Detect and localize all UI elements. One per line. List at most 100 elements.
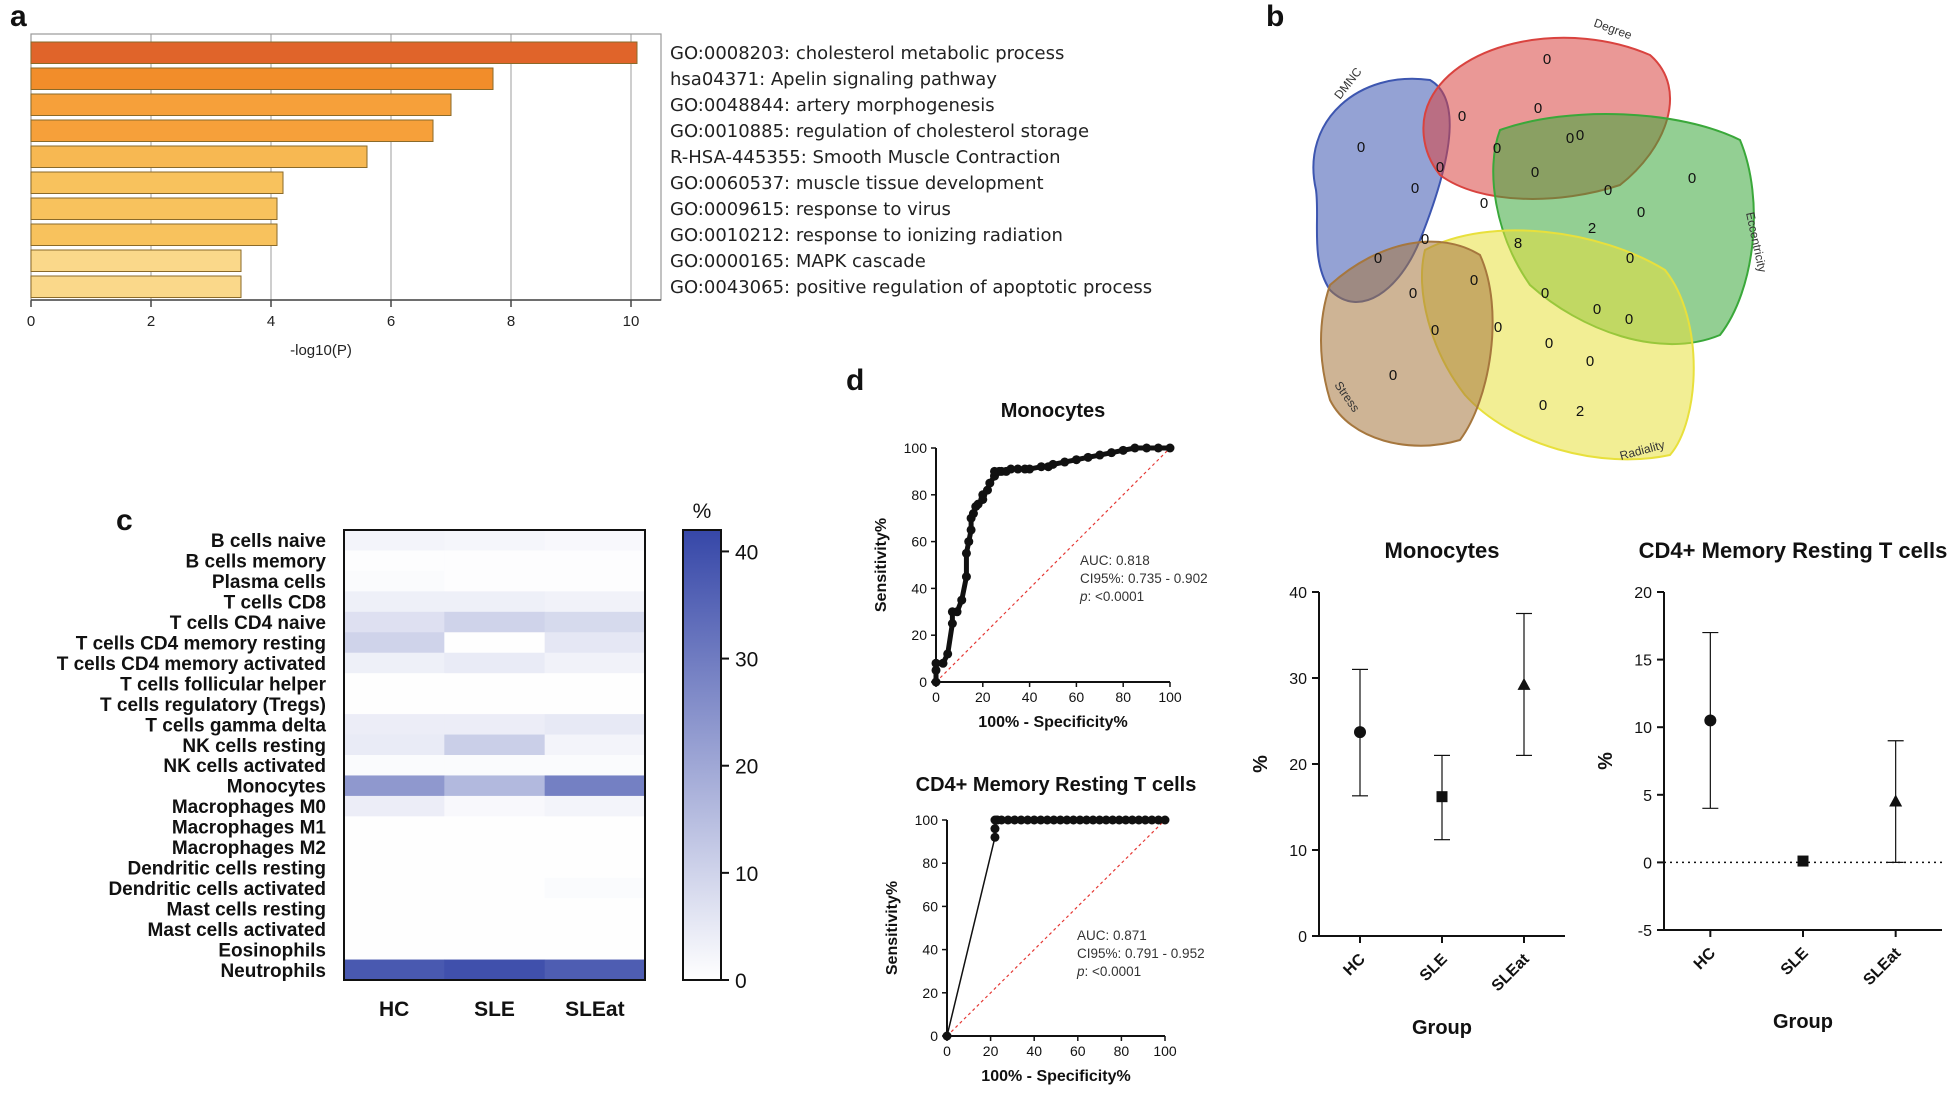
heatmap-cell [544,591,646,613]
roc-point [990,824,1000,834]
panel-letter-b: b [1266,0,1284,33]
x-axis-title: Group [1412,1017,1472,1039]
bar [30,41,638,64]
heatmap-cell [544,877,646,899]
roc-point [1095,815,1105,825]
bar [30,197,278,220]
x-tick-label: 0 [27,313,35,330]
x-tick-label: 10 [623,313,640,330]
y-tick-label: 20 [922,985,938,1001]
x-tick-label: SLEat [1489,950,1534,995]
venn-count: 0 [1593,301,1601,318]
heatmap-cell [444,959,546,981]
category-label: GO:0000165: MAPK cascade [670,251,926,272]
venn-count: 2 [1576,403,1584,420]
category-label: GO:0009615: response to virus [670,199,951,220]
venn-count: 0 [1534,100,1542,117]
roc-point [1108,815,1118,825]
row-label: Neutrophils [220,961,326,982]
colorbar-tick-label: 20 [735,756,758,779]
heatmap-cell [544,816,646,838]
heatmap-cell [344,611,445,633]
y-tick-label: 60 [922,898,938,914]
heatmap-cell [444,857,546,879]
heatmap-cell [444,570,546,592]
row-label: B cells naive [211,531,326,552]
heatmap-cell [344,652,445,674]
ci-label: CI95%: 0.735 - 0.902 [1080,571,1208,586]
auc-label: AUC: 0.818 [1080,553,1150,568]
roc-point [931,677,941,687]
roc-point [1025,464,1035,474]
roc-point [997,815,1006,825]
roc-point [961,548,971,558]
category-label: hsa04371: Apelin signaling pathway [670,69,997,90]
venn-count: 0 [1637,204,1645,221]
heatmap-cell [544,570,646,592]
roc-point [1142,443,1152,453]
venn-count: 0 [1539,397,1547,414]
venn-count: 0 [1626,250,1634,267]
heatmap-cell [444,939,546,961]
venn-count: 0 [1458,108,1466,125]
dotplot-cd4-memory-resting: CD4+ Memory Resting T cells -5 0 5 10 15 20 HC S… [1595,538,1947,1033]
heatmap-cell [344,877,445,899]
roc-point [1160,815,1170,825]
heatmap-cell [444,734,546,756]
bar [30,223,278,246]
heatmap-cell [344,836,445,858]
roc-point [1055,815,1065,825]
roc-point [1010,815,1020,825]
row-label: T cells CD4 memory resting [76,634,326,655]
venn-set-label: Degree [1592,16,1634,43]
row-label: Mast cells activated [148,920,326,941]
venn-count: 0 [1566,130,1574,147]
x-tick-label: SLEat [1860,944,1905,989]
colorbar-tick-label: 0 [735,970,747,993]
heatmap-cell [444,632,546,654]
mean-marker [1704,714,1717,727]
roc-point [1101,815,1111,825]
roc-point [1016,815,1026,825]
heatmap-cell [544,734,646,756]
roc-point [931,665,941,675]
roc-point [966,525,976,535]
heatmap-cell [544,898,646,920]
y-tick-label: 0 [919,674,927,690]
dotplot-monocytes: Monocytes 0 10 20 30 40 HC SLE SLEat Group% [1250,538,1565,1039]
heatmap-cell [344,570,445,592]
roc-point [1153,443,1163,453]
venn-count: 0 [1688,170,1696,187]
row-label: B cells memory [186,552,327,573]
category-label: GO:0060537: muscle tissue development [670,173,1044,194]
venn-count: 0 [1421,231,1429,248]
heatmap-cell [444,816,546,838]
colorbar-title: % [693,500,712,523]
heatmap-cell [344,591,445,613]
bar [30,275,242,298]
roc-point [1029,815,1039,825]
roc-point [1036,815,1046,825]
x-tick-label: 8 [507,313,515,330]
heatmap-cell [344,673,445,695]
mean-marker [1517,677,1531,690]
colorbar-tick-label: 10 [735,863,758,886]
roc-curve-cd4-memory-resting: CD4+ Memory Resting T cells 00 20 20 40 40 60 6… [884,774,1205,1085]
category-label: GO:0010885: regulation of cholesterol st… [670,121,1089,142]
row-label: Dendritic cells resting [127,859,326,880]
roc-point [1062,815,1072,825]
x-tick-label: 60 [1069,689,1085,705]
roc-point [1042,815,1052,825]
panel-letter-c: c [116,504,133,537]
heatmap-cell [444,693,546,715]
heatmap-cell [344,530,445,551]
colorbar-tick-label: 40 [735,541,758,564]
roc-point [985,478,995,488]
x-tick-label: 4 [267,313,275,330]
roc-point [1036,462,1046,472]
row-label: NK cells activated [163,756,326,777]
ci-label: CI95%: 0.791 - 0.952 [1077,946,1205,961]
category-label: R-HSA-445355: Smooth Muscle Contraction [670,147,1061,168]
roc-point [1127,815,1137,825]
